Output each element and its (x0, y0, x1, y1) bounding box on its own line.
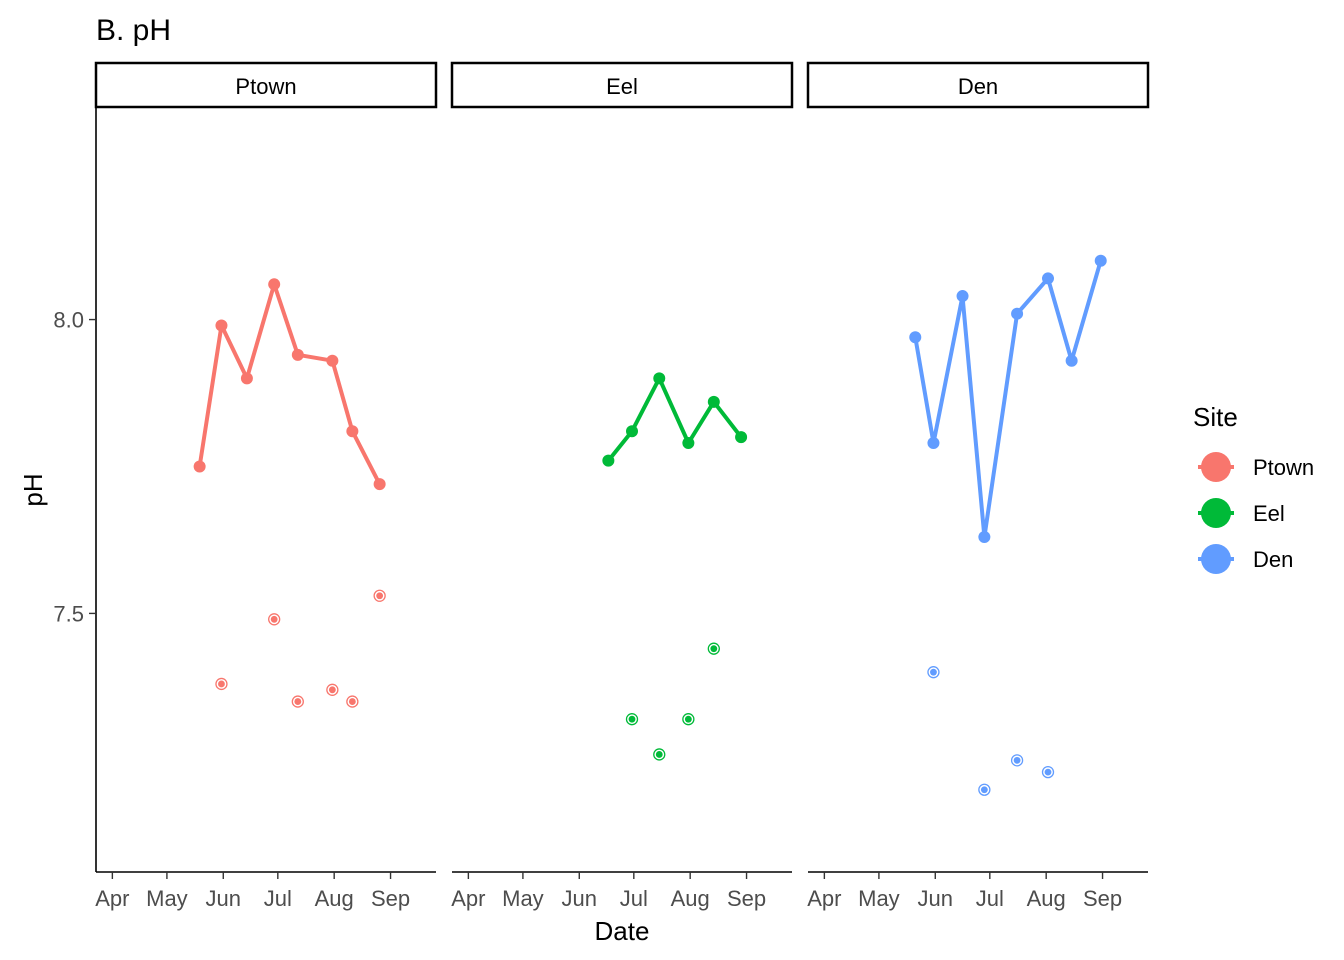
legend-title: Site (1193, 402, 1238, 432)
scatter-point (328, 686, 336, 694)
x-tick-label: Jul (620, 886, 648, 911)
scatter-point (348, 698, 356, 705)
scatter-point (930, 668, 937, 676)
scatter-point (270, 615, 278, 623)
line-point (956, 290, 969, 303)
scatter-point-ring (326, 683, 339, 696)
legend-entry-label: Ptown (1253, 455, 1314, 480)
facet-strip (806, 61, 1150, 109)
x-tick-label: Apr (451, 886, 485, 911)
x-tick-label: Sep (371, 886, 410, 911)
x-tick-label: Jun (562, 886, 597, 911)
x-tick-label: Jun (206, 886, 241, 911)
scatter-point (218, 680, 225, 688)
facet-strip (94, 61, 438, 109)
series-line (913, 260, 1103, 539)
y-tick-label: 8.0 (53, 308, 84, 333)
facet-eel: Eel Apr May Jun Jul Aug Sep (450, 61, 794, 911)
scatter-point (980, 786, 988, 794)
line-point (215, 319, 228, 332)
scatter-point-ring (291, 695, 304, 708)
legend-entry-eel: Eel (1198, 498, 1285, 528)
scatter-point-ring (653, 748, 666, 761)
scatter-point-ring (625, 713, 639, 726)
legend-entry-ptown: Ptown (1198, 452, 1314, 482)
legend-key-dot (1201, 452, 1231, 482)
x-tick-label: Aug (315, 886, 354, 911)
line-point (1094, 254, 1107, 267)
line-point (602, 454, 615, 467)
line-point (373, 478, 386, 491)
x-tick-label: Jun (918, 886, 953, 911)
facet-panels: Ptown Apr May Jun Jul Aug Sep 7.5 8.0 Eel Apr May Ju… (53, 61, 1150, 911)
legend-entry-label: Eel (1253, 501, 1285, 526)
x-tick-label: Apr (95, 886, 129, 911)
series-line (197, 282, 382, 486)
scatter-point-ring (268, 613, 281, 626)
facet-den: Den Apr May Jun Jul Aug Sep (806, 61, 1150, 911)
y-tick-label: 7.5 (53, 601, 84, 626)
facet-strip-label: Ptown (235, 74, 296, 99)
y-axis-label: pH (18, 473, 48, 506)
chart-title: B. pH (96, 14, 171, 47)
legend-key-dot (1201, 544, 1231, 574)
x-tick-label: Sep (727, 886, 766, 911)
line-point (346, 425, 359, 438)
scatter-point-ring (927, 666, 940, 679)
legend: Site Ptown Eel Den (1193, 402, 1314, 574)
scatter-point-ring (215, 677, 228, 691)
facet-strip-label: Eel (606, 74, 638, 99)
scatter-point (684, 715, 692, 723)
x-tick-label: May (146, 886, 188, 911)
line-point (653, 372, 666, 385)
legend-entry-label: Den (1253, 547, 1293, 572)
line-point (1011, 307, 1024, 320)
facet-ptown: Ptown Apr May Jun Jul Aug Sep 7.5 8.0 (53, 61, 438, 911)
line-point (927, 436, 940, 449)
x-axis-label: Date (595, 916, 650, 946)
scatter-point (294, 698, 302, 705)
line-point (909, 331, 922, 344)
x-tick-label: Sep (1083, 886, 1122, 911)
scatter-point (376, 592, 384, 600)
scatter-point (1044, 768, 1052, 776)
x-tick-label: Jul (976, 886, 1004, 911)
line-point (1065, 354, 1078, 367)
scatter-point-ring (1041, 765, 1055, 779)
line-point (291, 348, 304, 361)
scatter-point-ring (346, 695, 359, 708)
x-tick-label: May (858, 886, 900, 911)
x-tick-label: Jul (264, 886, 292, 911)
x-tick-label: Apr (807, 886, 841, 911)
scatter-point-ring (1010, 754, 1024, 767)
scatter-point (1013, 756, 1021, 764)
scatter-point-ring (373, 589, 386, 602)
scatter-point-ring (707, 642, 720, 655)
line-point (193, 460, 206, 473)
x-tick-label: Aug (671, 886, 710, 911)
scatter-point (628, 715, 636, 723)
legend-entry-den: Den (1198, 544, 1293, 574)
legend-key-dot (1201, 498, 1231, 528)
x-tick-label: May (502, 886, 544, 911)
line-point (1042, 272, 1054, 285)
facet-strip-label: Den (958, 74, 998, 99)
series-line (606, 376, 743, 462)
line-point (268, 278, 281, 291)
line-point (326, 354, 339, 367)
facet-strip (450, 61, 794, 109)
line-point (240, 372, 253, 385)
scatter-point-ring (682, 713, 695, 726)
line-point (735, 431, 748, 444)
scatter-point (710, 645, 718, 653)
line-point (682, 436, 695, 449)
scatter-point-ring (978, 783, 991, 796)
line-point (707, 395, 720, 408)
x-tick-label: Aug (1027, 886, 1066, 911)
line-point (978, 531, 991, 544)
line-point (626, 425, 638, 438)
scatter-point (655, 751, 663, 758)
